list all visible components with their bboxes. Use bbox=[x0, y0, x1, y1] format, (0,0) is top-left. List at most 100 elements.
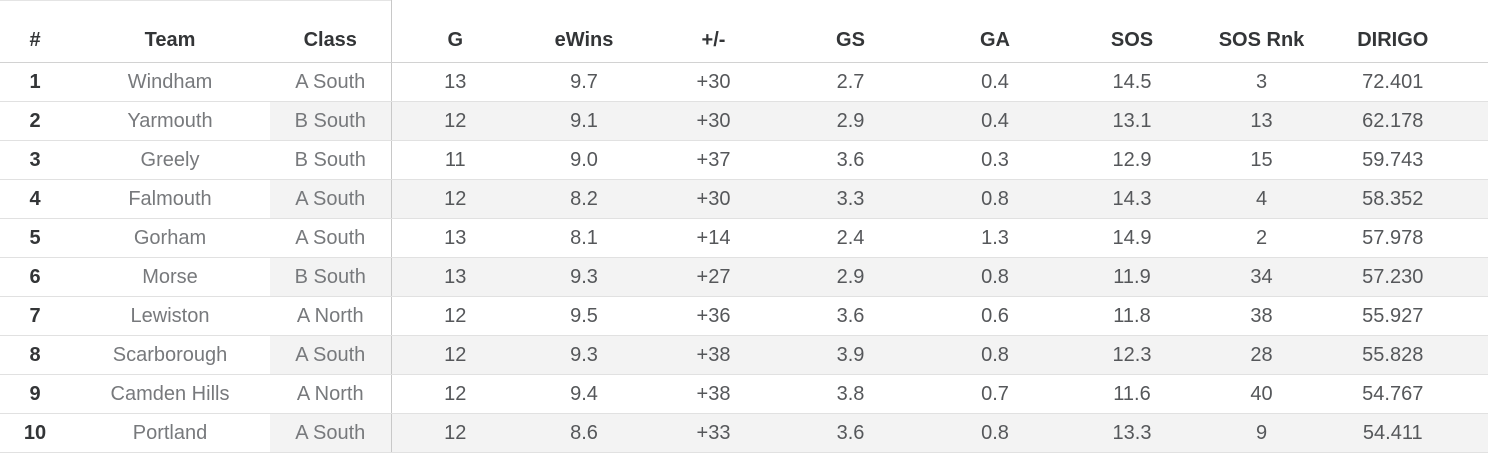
table-header: # Team Class G eWins +/- GS GA SOS SOS R… bbox=[0, 0, 1488, 63]
column-header-plusminus[interactable]: +/- bbox=[649, 0, 778, 63]
cell-ga: 0.6 bbox=[923, 296, 1067, 336]
cell-rank: 3 bbox=[0, 140, 70, 180]
cell-team: Windham bbox=[70, 62, 270, 102]
cell-gs: 2.9 bbox=[778, 101, 923, 141]
cell-gs: 3.3 bbox=[778, 179, 923, 219]
cell-ga: 1.3 bbox=[923, 218, 1067, 258]
cell-ewins: 9.7 bbox=[519, 62, 649, 102]
cell-games: 13 bbox=[391, 218, 519, 258]
column-header-ga[interactable]: GA bbox=[923, 0, 1067, 63]
table-row: 8 Scarborough A South 12 9.3 +38 3.9 0.8 12.3 28 5… bbox=[0, 335, 1488, 375]
column-header-class[interactable]: Class bbox=[270, 0, 392, 63]
cell-sosrnk: 13 bbox=[1197, 101, 1326, 141]
cell-team: Portland bbox=[70, 413, 270, 453]
cell-sos: 13.1 bbox=[1067, 101, 1197, 141]
cell-class: A South bbox=[270, 218, 392, 258]
cell-gs: 3.6 bbox=[778, 140, 923, 180]
cell-rank: 10 bbox=[0, 413, 70, 453]
cell-team: Gorham bbox=[70, 218, 270, 258]
cell-dirigo: 55.828 bbox=[1326, 335, 1488, 375]
cell-sos: 11.8 bbox=[1067, 296, 1197, 336]
cell-dirigo: 72.401 bbox=[1326, 62, 1488, 102]
table-row: 3 Greely B South 11 9.0 +37 3.6 0.3 12.9 15 59.743 bbox=[0, 140, 1488, 180]
cell-dirigo: 54.411 bbox=[1326, 413, 1488, 453]
cell-games: 12 bbox=[391, 296, 519, 336]
cell-sos: 14.3 bbox=[1067, 179, 1197, 219]
cell-ewins: 9.5 bbox=[519, 296, 649, 336]
cell-sos: 12.3 bbox=[1067, 335, 1197, 375]
cell-pm: +30 bbox=[649, 179, 778, 219]
cell-sosrnk: 28 bbox=[1197, 335, 1326, 375]
table-row: 10 Portland A South 12 8.6 +33 3.6 0.8 13.3 9 54.4… bbox=[0, 413, 1488, 453]
cell-ewins: 9.0 bbox=[519, 140, 649, 180]
cell-rank: 1 bbox=[0, 62, 70, 102]
cell-gs: 2.7 bbox=[778, 62, 923, 102]
cell-rank: 9 bbox=[0, 374, 70, 414]
cell-gs: 2.9 bbox=[778, 257, 923, 297]
column-header-games[interactable]: G bbox=[391, 0, 519, 63]
cell-ewins: 9.3 bbox=[519, 335, 649, 375]
cell-team: Greely bbox=[70, 140, 270, 180]
cell-pm: +38 bbox=[649, 374, 778, 414]
table-row: 4 Falmouth A South 12 8.2 +30 3.3 0.8 14.3 4 58.35… bbox=[0, 179, 1488, 219]
column-header-gs[interactable]: GS bbox=[778, 0, 923, 63]
cell-gs: 3.9 bbox=[778, 335, 923, 375]
cell-ga: 0.3 bbox=[923, 140, 1067, 180]
cell-games: 12 bbox=[391, 101, 519, 141]
cell-ga: 0.8 bbox=[923, 257, 1067, 297]
cell-dirigo: 62.178 bbox=[1326, 101, 1488, 141]
column-header-rank[interactable]: # bbox=[0, 0, 70, 63]
cell-ewins: 8.2 bbox=[519, 179, 649, 219]
cell-games: 12 bbox=[391, 374, 519, 414]
column-header-dirigo[interactable]: DIRIGO bbox=[1326, 0, 1488, 63]
cell-sosrnk: 2 bbox=[1197, 218, 1326, 258]
cell-games: 12 bbox=[391, 335, 519, 375]
table-row: 9 Camden Hills A North 12 9.4 +38 3.8 0.7 11.6 40… bbox=[0, 374, 1488, 414]
cell-class: A South bbox=[270, 62, 392, 102]
cell-rank: 5 bbox=[0, 218, 70, 258]
cell-ga: 0.8 bbox=[923, 335, 1067, 375]
cell-class: A South bbox=[270, 413, 392, 453]
header-row: # Team Class G eWins +/- GS GA SOS SOS R… bbox=[0, 0, 1488, 63]
cell-rank: 7 bbox=[0, 296, 70, 336]
cell-gs: 3.6 bbox=[778, 296, 923, 336]
cell-sos: 12.9 bbox=[1067, 140, 1197, 180]
cell-ewins: 8.1 bbox=[519, 218, 649, 258]
cell-dirigo: 54.767 bbox=[1326, 374, 1488, 414]
column-header-ewins[interactable]: eWins bbox=[519, 0, 649, 63]
cell-class: A South bbox=[270, 335, 392, 375]
cell-class: B South bbox=[270, 101, 392, 141]
cell-class: B South bbox=[270, 257, 392, 297]
column-header-team[interactable]: Team bbox=[70, 0, 270, 63]
column-header-sos[interactable]: SOS bbox=[1067, 0, 1197, 63]
cell-sos: 13.3 bbox=[1067, 413, 1197, 453]
cell-dirigo: 58.352 bbox=[1326, 179, 1488, 219]
cell-games: 11 bbox=[391, 140, 519, 180]
cell-class: B South bbox=[270, 140, 392, 180]
cell-class: A North bbox=[270, 296, 392, 336]
cell-gs: 3.8 bbox=[778, 374, 923, 414]
cell-sosrnk: 4 bbox=[1197, 179, 1326, 219]
cell-gs: 3.6 bbox=[778, 413, 923, 453]
cell-ewins: 9.4 bbox=[519, 374, 649, 414]
cell-team: Yarmouth bbox=[70, 101, 270, 141]
table-row: 7 Lewiston A North 12 9.5 +36 3.6 0.6 11.8 38 55.9… bbox=[0, 296, 1488, 336]
cell-team: Morse bbox=[70, 257, 270, 297]
cell-team: Lewiston bbox=[70, 296, 270, 336]
cell-gs: 2.4 bbox=[778, 218, 923, 258]
column-header-sos-rank[interactable]: SOS Rnk bbox=[1197, 0, 1326, 63]
cell-games: 12 bbox=[391, 413, 519, 453]
cell-dirigo: 55.927 bbox=[1326, 296, 1488, 336]
cell-rank: 4 bbox=[0, 179, 70, 219]
cell-ga: 0.8 bbox=[923, 179, 1067, 219]
cell-ga: 0.8 bbox=[923, 413, 1067, 453]
cell-team: Camden Hills bbox=[70, 374, 270, 414]
cell-dirigo: 59.743 bbox=[1326, 140, 1488, 180]
cell-team: Falmouth bbox=[70, 179, 270, 219]
cell-games: 13 bbox=[391, 62, 519, 102]
cell-ga: 0.4 bbox=[923, 101, 1067, 141]
cell-pm: +36 bbox=[649, 296, 778, 336]
cell-sos: 11.6 bbox=[1067, 374, 1197, 414]
cell-ga: 0.4 bbox=[923, 62, 1067, 102]
cell-sosrnk: 34 bbox=[1197, 257, 1326, 297]
